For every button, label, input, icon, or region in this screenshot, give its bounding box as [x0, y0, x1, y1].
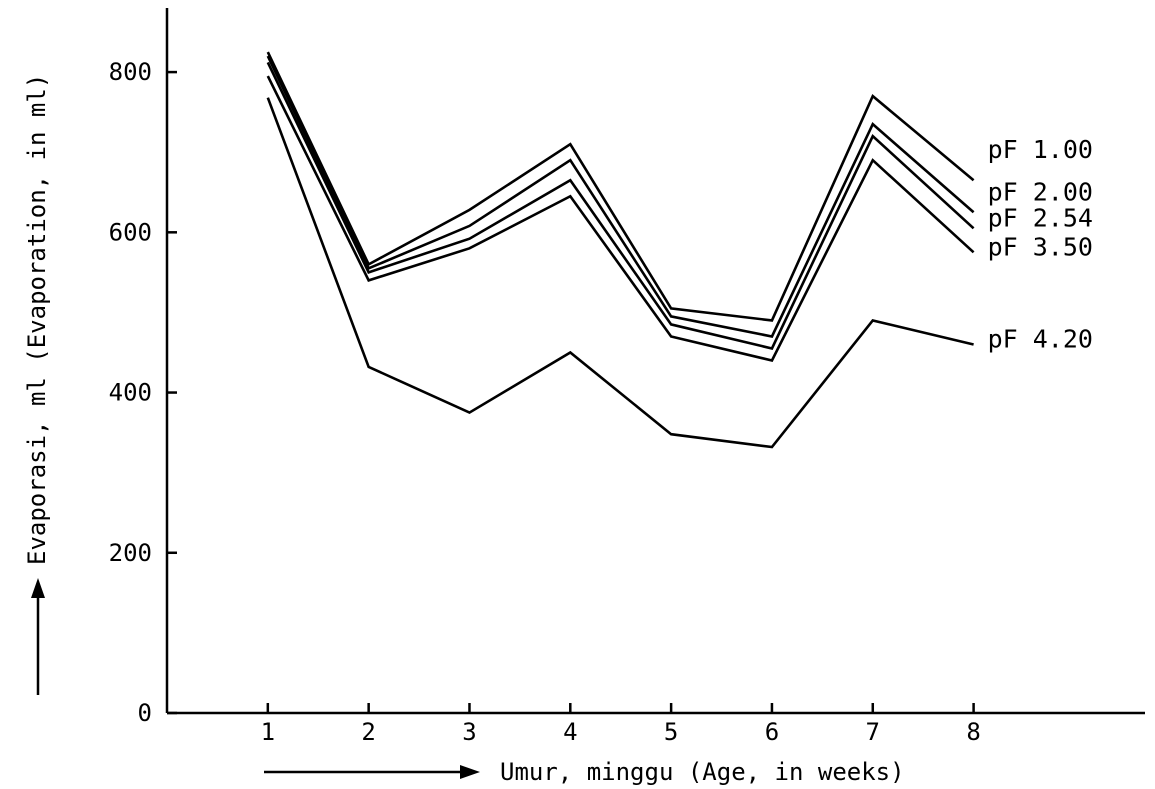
y-axis-title: Evaporasi, ml (Evaporation, in ml)	[23, 74, 51, 565]
x-tick-label: 5	[664, 718, 678, 746]
y-tick-label: 600	[109, 218, 152, 246]
y-tick-label: 0	[138, 699, 152, 727]
series-label: pF 2.54	[988, 203, 1093, 232]
x-tick-label: 4	[563, 718, 577, 746]
series-label: pF 3.50	[988, 232, 1093, 261]
x-tick-label: 2	[361, 718, 375, 746]
series-label: pF 1.00	[988, 135, 1093, 164]
series-line-pf-1-00	[266, 51, 975, 322]
x-axis-arrowhead	[460, 765, 480, 779]
y-axis-title-group: Evaporasi, ml (Evaporation, in ml)	[23, 74, 51, 695]
x-tick-label: 8	[966, 718, 980, 746]
series-label: pF 2.00	[988, 177, 1093, 206]
y-axis-arrowhead	[31, 578, 45, 598]
y-tick-label: 400	[109, 379, 152, 407]
series-line-pf-2-54	[266, 61, 975, 350]
series-line-pf-3-50	[266, 75, 975, 363]
y-tick-label: 200	[109, 539, 152, 567]
series-lines	[266, 51, 975, 449]
series-line-pf-4-20	[266, 97, 974, 449]
y-axis-ticks: 0 200 400 600 800	[109, 58, 177, 727]
x-tick-label: 1	[261, 718, 275, 746]
axes	[165, 8, 1145, 715]
x-tick-label: 6	[765, 718, 779, 746]
x-axis-title: Umur, minggu (Age, in weeks)	[500, 758, 905, 786]
x-axis-title-group: Umur, minggu (Age, in weeks)	[264, 758, 905, 786]
x-axis-ticks: 1 2 3 4 5 6 7 8	[261, 703, 981, 746]
x-tick-label: 7	[866, 718, 880, 746]
x-tick-label: 3	[462, 718, 476, 746]
y-tick-label: 800	[109, 58, 152, 86]
series-line-pf-2-00	[266, 55, 975, 338]
series-label: pF 4.20	[988, 324, 1093, 353]
